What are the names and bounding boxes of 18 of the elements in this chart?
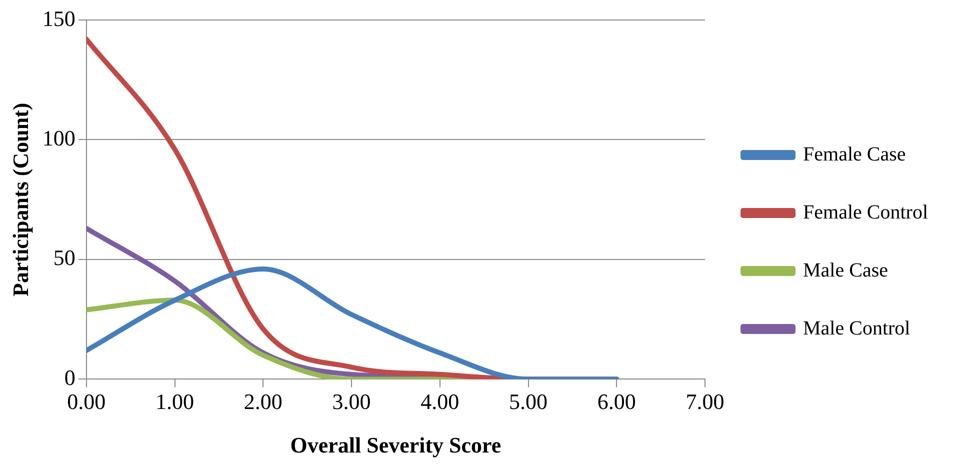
legend-label: Female Control [803,201,928,224]
x-axis-title: Overall Severity Score [290,432,502,458]
y-tick-label: 0 [64,364,76,390]
y-tick-label: 50 [53,245,76,270]
legend-label: Male Case [803,259,888,282]
x-tick-label: 0.00 [67,389,106,414]
legend-label: Female Case [803,143,906,166]
x-tick-label: 2.00 [244,389,282,414]
x-tick-label: 7.00 [686,389,724,414]
y-tick-label: 150 [42,6,76,31]
x-tick-label: 5.00 [509,389,548,414]
y-tick-label: 100 [42,126,76,151]
legend-label: Male Control [803,317,911,340]
x-tick-label: 6.00 [597,389,636,414]
x-tick-label: 3.00 [332,389,371,414]
x-tick-label: 4.00 [420,389,460,414]
y-axis-title: Participants (Count) [8,102,33,296]
x-tick-label: 1.00 [156,389,194,414]
